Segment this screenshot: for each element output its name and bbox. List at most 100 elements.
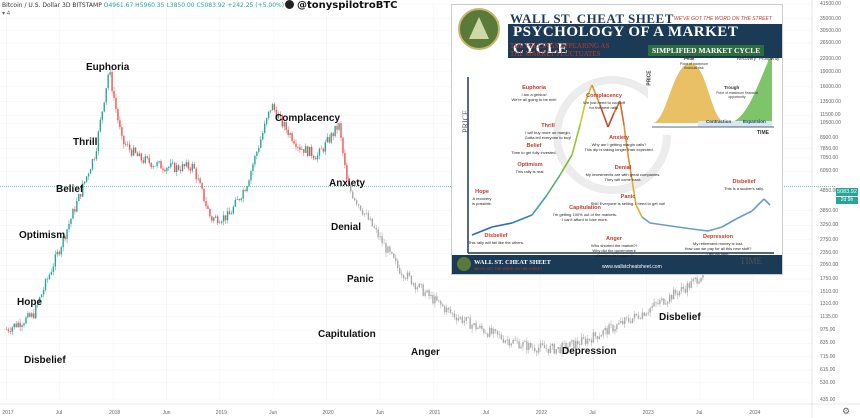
candle-body [387, 246, 389, 253]
candle-body [404, 278, 407, 279]
candle-body [649, 308, 651, 313]
candle-body [475, 323, 477, 329]
symbol-title: Bitcoin / U.S. Dollar 3D BITSTAMP [2, 2, 102, 9]
candle-body [340, 123, 342, 138]
candle-body [670, 294, 673, 300]
inset-phase-quote: A recovery is possible. [472, 196, 492, 206]
candle-body [109, 72, 111, 75]
candle-body [373, 226, 375, 228]
candle-body [414, 283, 417, 290]
candle-body [606, 328, 608, 335]
candle-body [64, 236, 66, 240]
phase-label: Depression [562, 346, 617, 357]
indicator-toggle[interactable]: ▾ 4 [2, 11, 11, 17]
candle-body [381, 236, 383, 244]
candle-body [624, 317, 626, 325]
x-tick-label: Jun [162, 410, 171, 416]
candle-body [101, 111, 103, 120]
candle-body [618, 323, 620, 325]
candle-body [612, 324, 614, 332]
candle-body [269, 110, 272, 112]
candle-body [265, 118, 268, 124]
candle-body [410, 275, 413, 285]
candle-body [543, 344, 546, 349]
candle-body [262, 132, 264, 140]
candle-body [653, 302, 655, 307]
y-tick-label: 26500.00 [820, 39, 841, 46]
candle-body [498, 334, 501, 335]
candle-body [95, 151, 98, 160]
candle-body [230, 213, 233, 215]
ohlc-values: O4961.67 H5960.35 L3850.00 C5083.92 +242… [103, 2, 285, 9]
candle-body [93, 159, 96, 160]
phase-label: Disbelief [24, 355, 66, 366]
inset-cycle-segment [471, 226, 493, 236]
small-trough-sub: Point of maximum financial opportunity [716, 91, 758, 99]
candle-body [457, 318, 460, 321]
inset-phase-quote: This rally will fail like the others. [467, 240, 525, 245]
candle-body [620, 320, 622, 324]
candle-body [232, 206, 235, 214]
candle-body [371, 218, 374, 227]
y-tick-label: 1510.00 [820, 288, 839, 295]
candle-body [561, 342, 563, 354]
phase-label: Thrill [73, 137, 98, 148]
candle-body [661, 298, 663, 301]
candle-body [682, 286, 685, 289]
candle-body [40, 294, 43, 298]
inset-phase-label: Belief [526, 143, 542, 149]
candle-body [637, 315, 640, 319]
candle-body [170, 163, 172, 167]
candle-body [608, 324, 610, 335]
candle-body [586, 338, 589, 344]
candle-body [614, 329, 616, 332]
inset-cycle-segment [763, 198, 771, 206]
candle-body [17, 322, 19, 328]
candle-body [481, 325, 483, 329]
x-tick-label: Jul [695, 410, 703, 416]
candle-body [218, 222, 221, 224]
candle-body [60, 247, 62, 255]
candle-body [506, 339, 509, 341]
candle-body [528, 343, 530, 350]
candle-body [191, 163, 193, 171]
candle-body [203, 188, 205, 202]
candle-body [138, 153, 141, 157]
candle-body [48, 274, 51, 280]
candle-body [187, 162, 190, 169]
small-price-axis: PRICE [646, 70, 653, 86]
simplified-cycle-banner: SIMPLIFIED MARKET CYCLE [648, 45, 765, 56]
candle-body [559, 347, 561, 354]
candle-body [140, 153, 143, 161]
phase-label: Capitulation [318, 329, 376, 340]
y-tick-label: 3250.00 [820, 222, 839, 229]
candle-body [72, 209, 74, 219]
candle-body [442, 304, 444, 307]
candle-body [688, 283, 690, 288]
candle-body [228, 211, 231, 215]
candle-body [42, 289, 45, 295]
inset-cycle-segment [559, 154, 573, 176]
candle-body [281, 115, 283, 127]
candle-body [258, 147, 260, 152]
candle-body [690, 281, 692, 288]
candle-body [551, 343, 554, 346]
candle-body [412, 283, 415, 285]
candle-body [168, 166, 170, 169]
candle-body [80, 194, 82, 197]
candle-body [575, 340, 577, 349]
small-cycle-band [698, 121, 772, 127]
candle-body [38, 297, 41, 303]
candle-body [375, 227, 377, 230]
candle-body [119, 120, 121, 128]
candle-body [510, 343, 512, 346]
candle-body [348, 179, 350, 186]
candle-body [211, 216, 213, 221]
candle-body [512, 339, 514, 344]
candle-body [220, 221, 223, 223]
settings-gear-icon[interactable]: ⚙ [842, 406, 851, 416]
chart-header: Bitcoin / U.S. Dollar 3D BITSTAMP O4961.… [2, 2, 284, 9]
candle-body [369, 218, 372, 220]
candle-body [74, 209, 76, 212]
